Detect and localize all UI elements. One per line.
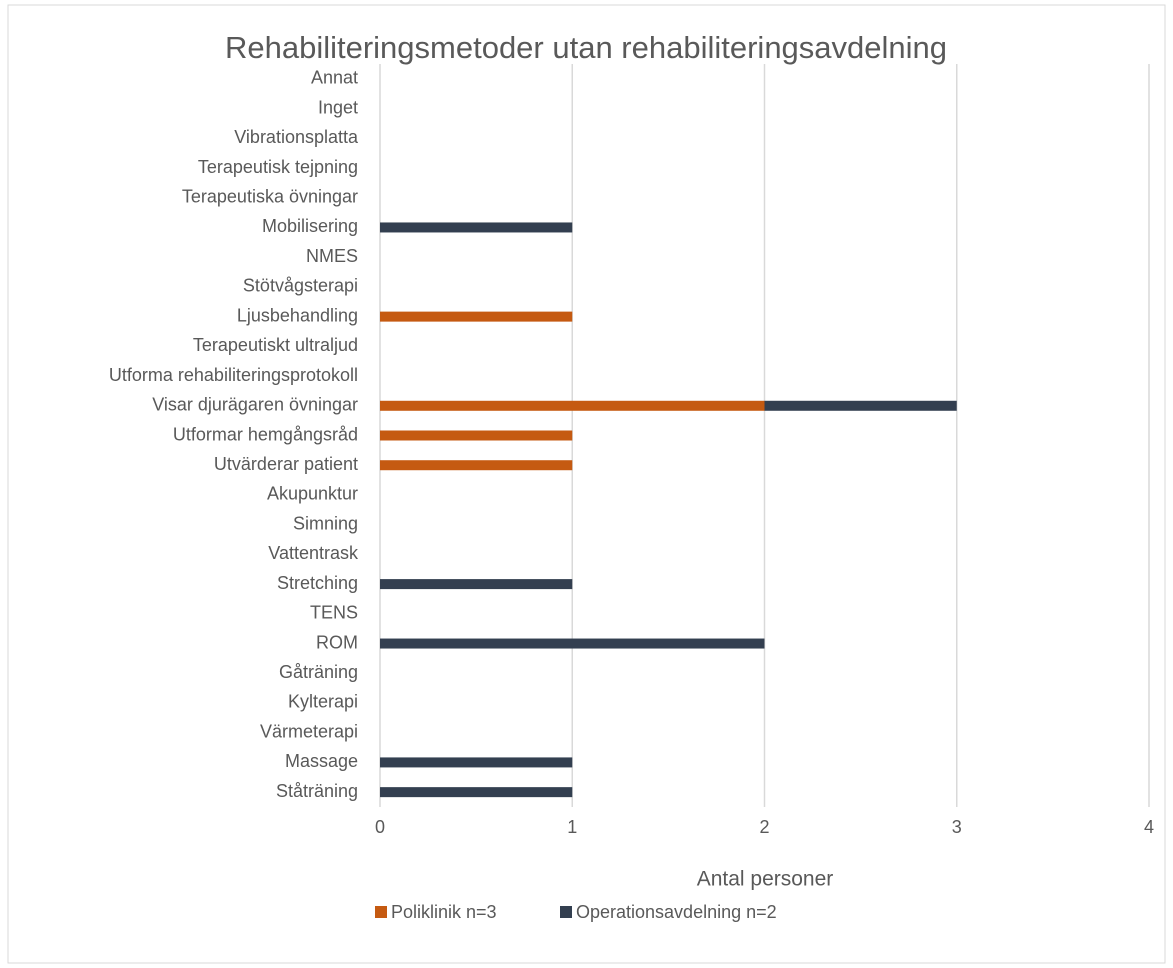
bar bbox=[380, 460, 573, 471]
bar bbox=[380, 430, 573, 441]
legend-swatch bbox=[375, 906, 387, 918]
bar bbox=[380, 222, 573, 233]
x-tick-label: 2 bbox=[759, 817, 769, 837]
y-tick-label: Mobilisering bbox=[262, 216, 358, 236]
y-tick-label: Ljusbehandling bbox=[237, 305, 358, 325]
y-tick-label: Massage bbox=[285, 751, 358, 771]
y-tick-label: Inget bbox=[318, 97, 358, 117]
bar bbox=[380, 787, 573, 798]
y-tick-label: Kylterapi bbox=[288, 692, 358, 712]
y-tick-label: Ståträning bbox=[276, 781, 358, 801]
bar bbox=[380, 757, 573, 768]
legend-label: Operationsavdelning n=2 bbox=[576, 902, 777, 922]
legend-label: Poliklinik n=3 bbox=[391, 902, 497, 922]
y-tick-label: Stretching bbox=[277, 573, 358, 593]
bar bbox=[764, 400, 957, 411]
y-tick-label: Terapeutisk tejpning bbox=[198, 157, 358, 177]
chart-border bbox=[7, 4, 1166, 964]
x-tick-label: 4 bbox=[1144, 817, 1154, 837]
y-tick-label: Värmeterapi bbox=[260, 721, 358, 741]
y-tick-label: NMES bbox=[306, 246, 358, 266]
y-tick-label: Stötvågsterapi bbox=[243, 276, 358, 296]
y-tick-label: Annat bbox=[311, 68, 358, 88]
y-tick-label: Akupunktur bbox=[267, 484, 358, 504]
legend-swatch bbox=[560, 906, 572, 918]
y-tick-label: Utformar hemgångsråd bbox=[173, 424, 358, 444]
y-tick-label: Vattentrask bbox=[268, 543, 359, 563]
x-axis-title: Antal personer bbox=[697, 868, 834, 891]
bar bbox=[380, 579, 573, 590]
y-tick-label: Visar djurägaren övningar bbox=[152, 395, 358, 415]
y-tick-label: TENS bbox=[310, 603, 358, 623]
y-tick-label: Simning bbox=[293, 513, 358, 533]
bar bbox=[380, 638, 765, 649]
x-tick-label: 0 bbox=[375, 817, 385, 837]
y-tick-label: Terapeutiska övningar bbox=[182, 186, 358, 206]
y-tick-label: ROM bbox=[316, 632, 358, 652]
y-tick-label: Gåträning bbox=[279, 662, 358, 682]
bar bbox=[380, 311, 573, 322]
y-tick-label: Vibrationsplatta bbox=[234, 127, 359, 147]
x-tick-label: 1 bbox=[567, 817, 577, 837]
chart-title: Rehabiliteringsmetoder utan rehabiliteri… bbox=[225, 30, 947, 65]
x-tick-label: 3 bbox=[952, 817, 962, 837]
y-tick-label: Terapeutiskt ultraljud bbox=[193, 335, 358, 355]
y-tick-label: Utforma rehabiliteringsprotokoll bbox=[109, 365, 358, 385]
y-tick-label: Utvärderar patient bbox=[214, 454, 358, 474]
bar bbox=[380, 400, 765, 411]
